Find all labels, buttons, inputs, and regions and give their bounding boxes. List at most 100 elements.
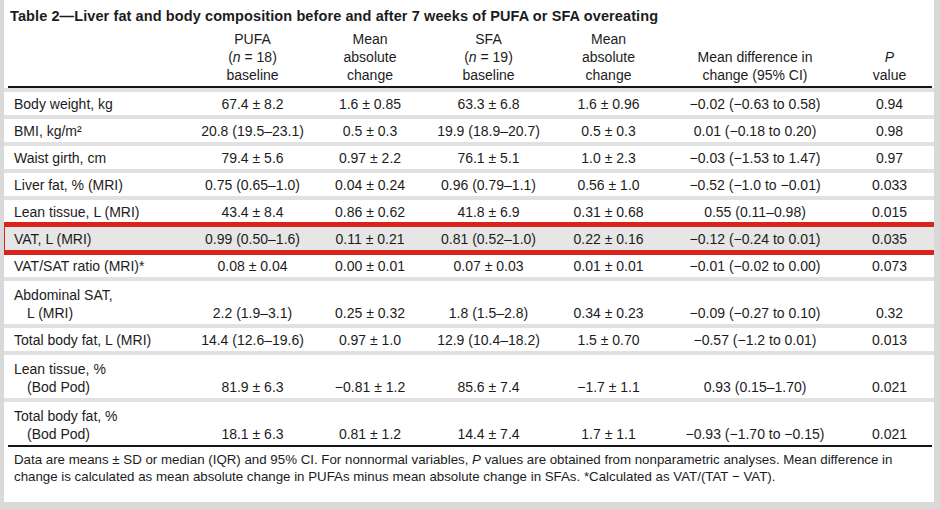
paper-table-screenshot: { "title": "Table 2—Liver fat and body c… xyxy=(0,0,940,509)
data-cell: −1.7 ± 1.1 xyxy=(552,379,665,398)
data-cell: 0.07 ± 0.03 xyxy=(425,258,552,277)
data-cell: 1.0 ± 2.3 xyxy=(552,150,665,169)
data-cell: 0.86 ± 0.62 xyxy=(315,204,425,223)
data-cell: 0.5 ± 0.3 xyxy=(315,123,425,142)
data-cell: 0.97 ± 1.0 xyxy=(315,332,425,351)
data-cell: 14.4 ± 7.4 xyxy=(425,426,552,445)
data-cell: 79.4 ± 5.6 xyxy=(190,150,315,169)
data-cell: 0.015 xyxy=(845,204,934,223)
data-cell: 0.11 ± 0.21 xyxy=(315,231,425,250)
data-cell: 1.6 ± 0.96 xyxy=(552,96,665,115)
table-row: Total body fat, L (MRI)14.4 (12.6–19.6)0… xyxy=(4,324,934,351)
data-cell: 0.013 xyxy=(845,332,934,351)
data-cell: 1.7 ± 1.1 xyxy=(552,426,665,445)
row-label: Total body fat, %(Bod Pod) xyxy=(4,407,190,445)
row-label: BMI, kg/m² xyxy=(4,122,190,142)
table-body: Body weight, kg67.4 ± 8.21.6 ± 0.8563.3 … xyxy=(4,88,934,445)
table-row: Body weight, kg67.4 ± 8.21.6 ± 0.8563.3 … xyxy=(4,88,934,115)
data-cell: 1.6 ± 0.85 xyxy=(315,96,425,115)
table-footnote: Data are means ± SD or median (IQR) and … xyxy=(4,447,934,485)
data-cell: 12.9 (10.4–18.2) xyxy=(425,332,552,351)
data-cell: 1.8 (1.5–2.8) xyxy=(425,305,552,324)
data-cell: 0.99 (0.50–1.6) xyxy=(190,231,315,250)
data-cell: 1.5 ± 0.70 xyxy=(552,332,665,351)
data-cell: 0.00 ± 0.01 xyxy=(315,258,425,277)
column-header-mean-difference: Mean difference inchange (95% CI) xyxy=(665,48,845,88)
data-cell: 0.31 ± 0.68 xyxy=(552,204,665,223)
row-label: Lean tissue, L (MRI) xyxy=(4,203,190,223)
data-cell: 0.08 ± 0.04 xyxy=(190,258,315,277)
table-header-row: PUFA(n = 18)baselineMeanabsolutechangeSF… xyxy=(4,30,934,86)
data-cell: 0.035 xyxy=(845,231,934,250)
data-cell: 19.9 (18.9–20.7) xyxy=(425,123,552,142)
data-cell: 0.01 ± 0.01 xyxy=(552,258,665,277)
column-header-pufa-mean-absolute-change: Meanabsolutechange xyxy=(315,30,425,88)
table-row: BMI, kg/m²20.8 (19.5–23.1)0.5 ± 0.319.9 … xyxy=(4,115,934,142)
data-cell: 2.2 (1.9–3.1) xyxy=(190,305,315,324)
row-label: VAT, L (MRI) xyxy=(4,230,190,250)
data-cell: −0.12 (−0.24 to 0.01) xyxy=(665,231,845,250)
data-cell: 67.4 ± 8.2 xyxy=(190,96,315,115)
data-cell: −0.81 ± 1.2 xyxy=(315,379,425,398)
data-cell: −0.57 (−1.2 to 0.01) xyxy=(665,332,845,351)
data-cell: 0.073 xyxy=(845,258,934,277)
column-header-pufa-baseline: PUFA(n = 18)baseline xyxy=(190,30,315,88)
data-cell: 85.6 ± 7.4 xyxy=(425,379,552,398)
data-cell: 0.94 xyxy=(845,96,934,115)
row-label: Abdominal SAT,L (MRI) xyxy=(4,286,190,324)
column-header-p-value: Pvalue xyxy=(845,48,934,88)
data-cell: −0.52 (−1.0 to −0.01) xyxy=(665,177,845,196)
table-row: Total body fat, %(Bod Pod)18.1 ± 6.30.81… xyxy=(4,398,934,445)
data-cell: −0.03 (−1.53 to 1.47) xyxy=(665,150,845,169)
data-cell: 0.25 ± 0.32 xyxy=(315,305,425,324)
data-cell: 14.4 (12.6–19.6) xyxy=(190,332,315,351)
table-title: Table 2—Liver fat and body composition b… xyxy=(4,0,934,30)
data-cell: 76.1 ± 5.1 xyxy=(425,150,552,169)
data-cell: 0.32 xyxy=(845,305,934,324)
data-cell: 0.75 (0.65–1.0) xyxy=(190,177,315,196)
table-row: Waist girth, cm79.4 ± 5.60.97 ± 2.276.1 … xyxy=(4,142,934,169)
data-cell: 18.1 ± 6.3 xyxy=(190,426,315,445)
data-cell: 43.4 ± 8.4 xyxy=(190,204,315,223)
data-cell: 0.04 ± 0.24 xyxy=(315,177,425,196)
data-cell: −0.93 (−1.70 to −0.15) xyxy=(665,426,845,445)
table-row: VAT/SAT ratio (MRI)*0.08 ± 0.040.00 ± 0.… xyxy=(4,250,934,277)
row-label: VAT/SAT ratio (MRI)* xyxy=(4,257,190,277)
data-cell: 0.34 ± 0.23 xyxy=(552,305,665,324)
column-header-sfa-mean-absolute-change: Meanabsolutechange xyxy=(552,30,665,88)
table-row: Lean tissue, %(Bod Pod)81.9 ± 6.3−0.81 ±… xyxy=(4,351,934,398)
row-label: Total body fat, L (MRI) xyxy=(4,331,190,351)
data-cell: 81.9 ± 6.3 xyxy=(190,379,315,398)
data-cell: 63.3 ± 6.8 xyxy=(425,96,552,115)
data-cell: 0.033 xyxy=(845,177,934,196)
data-cell: 41.8 ± 6.9 xyxy=(425,204,552,223)
data-cell: 0.96 (0.79–1.1) xyxy=(425,177,552,196)
row-label: Liver fat, % (MRI) xyxy=(4,176,190,196)
data-cell: 0.01 (−0.18 to 0.20) xyxy=(665,123,845,142)
table-row: Liver fat, % (MRI)0.75 (0.65–1.0)0.04 ± … xyxy=(4,169,934,196)
row-label: Waist girth, cm xyxy=(4,149,190,169)
data-cell: 0.81 ± 1.2 xyxy=(315,426,425,445)
data-cell: 0.021 xyxy=(845,426,934,445)
data-cell: 0.55 (0.11–0.98) xyxy=(665,204,845,223)
row-label: Body weight, kg xyxy=(4,95,190,115)
data-cell: 0.81 (0.52–1.0) xyxy=(425,231,552,250)
data-cell: 0.97 ± 2.2 xyxy=(315,150,425,169)
data-cell: 0.22 ± 0.16 xyxy=(552,231,665,250)
table-row: Abdominal SAT,L (MRI)2.2 (1.9–3.1)0.25 ±… xyxy=(4,277,934,324)
data-cell: 20.8 (19.5–23.1) xyxy=(190,123,315,142)
table-page: Table 2—Liver fat and body composition b… xyxy=(4,0,934,502)
data-cell: 0.021 xyxy=(845,379,934,398)
table-row-highlighted: VAT, L (MRI)0.99 (0.50–1.6)0.11 ± 0.210.… xyxy=(4,223,934,250)
data-cell: −0.02 (−0.63 to 0.58) xyxy=(665,96,845,115)
column-header-sfa-baseline: SFA(n = 19)baseline xyxy=(425,30,552,88)
data-cell: −0.09 (−0.27 to 0.10) xyxy=(665,305,845,324)
data-cell: 0.97 xyxy=(845,150,934,169)
table-row: Lean tissue, L (MRI)43.4 ± 8.40.86 ± 0.6… xyxy=(4,196,934,223)
data-cell: 0.98 xyxy=(845,123,934,142)
data-cell: 0.56 ± 1.0 xyxy=(552,177,665,196)
data-cell: −0.01 (−0.02 to 0.00) xyxy=(665,258,845,277)
row-label: Lean tissue, %(Bod Pod) xyxy=(4,360,190,398)
data-cell: 0.93 (0.15–1.70) xyxy=(665,379,845,398)
data-cell: 0.5 ± 0.3 xyxy=(552,123,665,142)
